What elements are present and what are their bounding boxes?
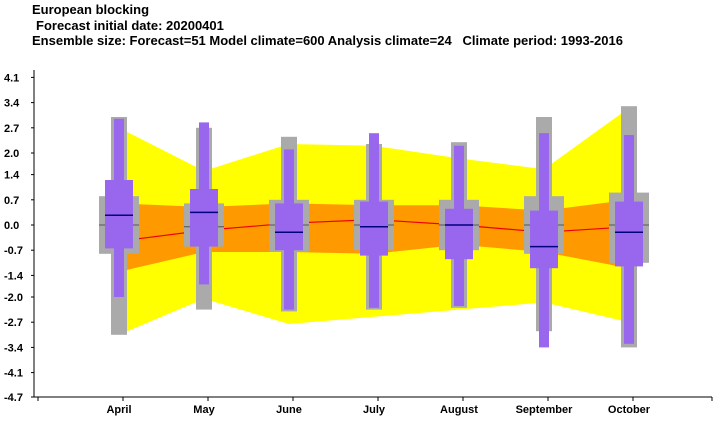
y-tick-label: -0.7 (4, 245, 23, 257)
y-tick-label: 3.4 (4, 98, 20, 110)
y-tick-label: 1.4 (4, 170, 20, 182)
x-tick-label: September (516, 404, 574, 416)
forecast-box (615, 201, 643, 267)
y-tick-label: -2.0 (4, 292, 23, 304)
box-plots (99, 106, 649, 348)
forecast-box (190, 189, 218, 247)
chart-title: European blocking (32, 2, 150, 17)
chart-subtitle-ensemble-info: Ensemble size: Forecast=51 Model climate… (32, 33, 623, 48)
y-tick-label: -3.4 (4, 342, 24, 354)
box-group-may (184, 122, 224, 310)
y-tick-label: 2.7 (4, 123, 19, 135)
y-tick-label: -4.1 (4, 368, 23, 380)
y-tick-label: -2.7 (4, 317, 23, 329)
box-group-june (269, 136, 309, 312)
box-group-july (354, 133, 394, 310)
forecast-box (275, 203, 303, 251)
y-tick-label: 0.7 (4, 195, 19, 207)
forecast-box (360, 201, 388, 256)
box-group-august (439, 142, 479, 308)
y-tick-label: -4.7 (4, 392, 23, 404)
box-group-september (524, 117, 564, 348)
y-tick-label: 2.0 (4, 148, 19, 160)
x-tick-label: April (106, 404, 131, 416)
chart-subtitle-initial-date: Forecast initial date: 20200401 (36, 17, 224, 33)
box-group-april (99, 117, 139, 335)
box-group-october (609, 106, 649, 348)
y-tick-label: 0.0 (4, 220, 19, 232)
x-tick-label: May (193, 404, 215, 416)
forecast-box (530, 210, 558, 269)
x-tick-label: June (276, 404, 302, 416)
x-tick-label: July (363, 404, 386, 416)
y-tick-label: -1.4 (4, 270, 24, 282)
y-tick-label: 4.1 (4, 72, 19, 84)
forecast-box (105, 180, 133, 249)
x-tick-label: October (608, 404, 651, 416)
chart-titles: European blocking Forecast initial date:… (32, 2, 720, 49)
forecast-box (445, 208, 473, 260)
x-tick-label: August (440, 404, 478, 416)
chart-axes: 4.1 3.4 2.7 2.0 1.4 0.7 0.0 -0.7 -1.4 -2.0 -2.7 -3.… (4, 70, 713, 416)
